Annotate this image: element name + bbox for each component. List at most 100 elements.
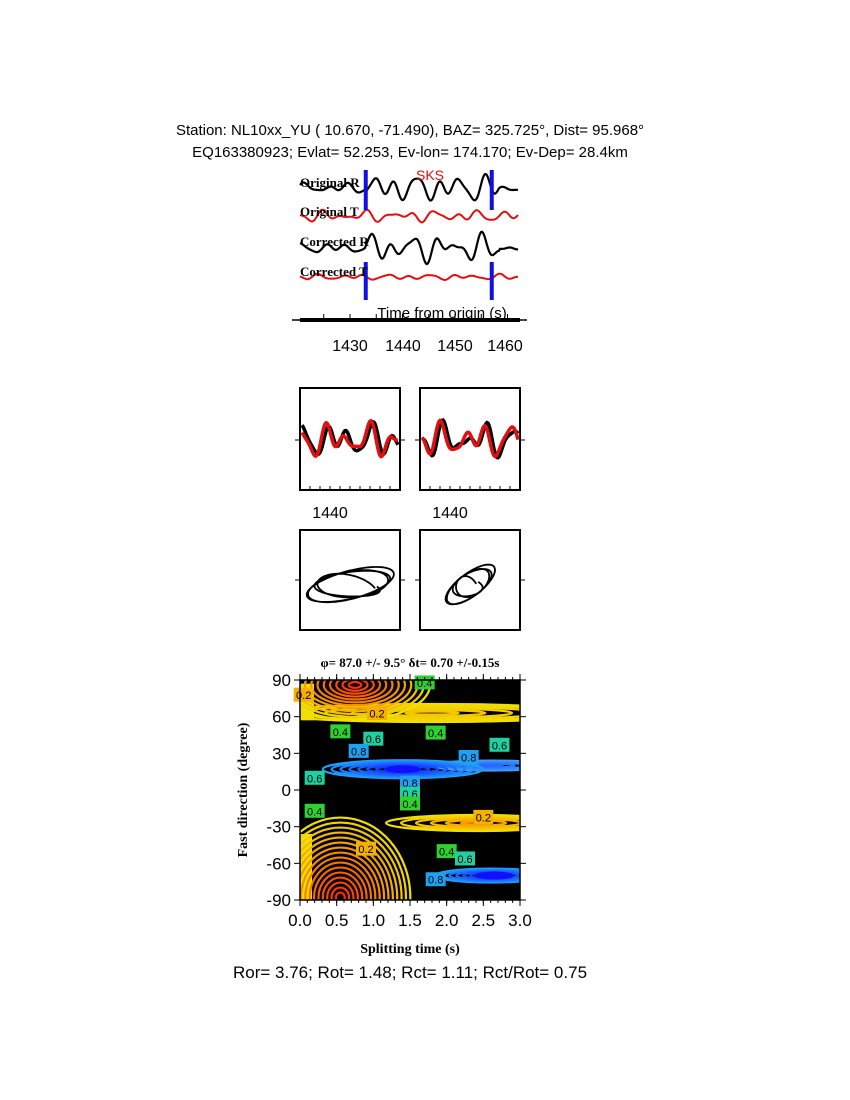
phase-label: SKS [416,167,444,183]
contour-label-text: 0.6 [457,854,472,866]
contour-line [326,881,355,900]
waveform-comparison-panels [295,387,525,491]
contour-label: 0.8 [458,750,479,765]
particle-motion-panels [295,529,525,631]
trace-label: Original T [300,204,359,219]
contour-label-box [304,770,325,785]
corrected-r-trace [299,230,519,266]
x-tick-label: 2.5 [472,911,496,930]
contour-line [300,821,408,900]
contour-line [477,763,504,768]
contour-line [303,680,407,710]
contour-line [335,680,375,695]
contour-line [300,831,399,900]
contour-label: 0.4 [436,844,457,859]
x-tick-label: 1.5 [398,911,422,930]
y-tick-label: 0 [282,781,291,800]
contour-label: 0.2 [473,809,494,824]
contour-label-box [436,844,457,859]
contour-line [310,680,400,707]
contour-label-text: 0.6 [366,734,381,746]
contour-line [328,680,382,698]
transverse-waveform [300,418,399,459]
contour-line [300,841,390,900]
contour-label: 0.6 [363,731,384,746]
contour-line [300,836,394,900]
contour-label-box [425,725,446,740]
contour-label: 0.2 [356,841,376,856]
header-line1: Station: NL10xx_YU ( 10.670, -71.490), B… [176,122,644,139]
footer-stats: Ror= 3.76; Rot= 1.48; Rct= 1.11; Rct/Rot… [233,963,587,982]
particle-motion-trace [444,563,496,606]
contour-line [317,871,364,900]
contour-title: φ= 87.0 +/- 9.5° δt= 0.70 +/-0.15s [321,655,500,670]
y-axis-label: Fast direction (degree) [236,722,251,857]
trace-label: Corrected T [300,264,368,279]
contour-label-box [400,775,420,790]
contour-label-text: 0.4 [428,728,443,740]
contour-label-text: 0.6 [492,740,507,752]
contour-label-text: 0.2 [476,812,491,824]
contour-label-text: 0.4 [417,678,432,690]
y-tick-label: 60 [272,708,291,727]
contour-label-text: 0.4 [307,806,322,818]
contour-line [300,816,412,900]
particle-motion-trace [305,566,395,604]
contour-label-box [489,737,510,752]
contour-line [404,710,460,716]
contour-layer [300,680,520,900]
contour-line [330,886,351,900]
contour-label-text: 0.4 [333,727,348,739]
particle-motion-box [299,529,401,631]
contour-label-box [414,675,435,690]
contour-label: 0.8 [425,872,446,887]
contour-label-box [425,872,446,887]
energy-contour-plot: 0.20.40.20.40.60.40.60.80.80.6 0.80.60.40… [266,671,532,930]
contour-line [321,876,359,900]
contour-label: 0.4 [400,796,420,811]
contour-label-box [400,796,420,811]
contour-line [347,680,363,689]
x-tick-label: 1440 [312,505,348,522]
y-tick-label: 90 [272,671,291,690]
contour-label-text: 0.8 [461,753,476,765]
contour-line [300,826,403,900]
contour-label-box [356,841,376,856]
y-tick-label: -90 [266,891,291,910]
original-t-trace [299,208,519,224]
x-tick-label: 3.0 [508,911,532,930]
contour-label: 0.4 [330,724,351,739]
x-tick-label: 0.5 [325,911,349,930]
minimum-energy-region [474,871,515,880]
contour-label-box [330,724,351,739]
contour-line [300,846,386,900]
contour-label: 0.2 [293,687,314,702]
contour-label: 0.6 [304,770,325,785]
transverse-waveform [420,418,520,459]
y-tick-label: -60 [266,854,291,873]
contour-label-box [293,687,314,702]
x-tick-label: 1460 [487,338,523,355]
contour-line [300,702,520,724]
contour-line [312,866,368,900]
contour-label-text: 0.8 [428,875,443,887]
contour-label: 0.4 [304,803,325,818]
contour-line [322,680,388,701]
minimum-energy-region [384,765,421,774]
contour-label-box [455,851,475,866]
contour-line [308,861,373,900]
contour-label-text: 0.8 [351,746,366,758]
contour-line [304,856,377,900]
header-line2: EQ163380923; Evlat= 52.253, Ev-lon= 174.… [192,144,628,161]
contour-label-box [458,750,479,764]
contour-line [300,680,413,713]
contour-label-text: 0.4 [439,847,454,859]
contour-label-box [473,809,494,824]
contour-label-text: 0.2 [369,709,384,721]
y-tick-label: 30 [272,744,291,763]
x-tick-label: 0.0 [288,911,312,930]
contour-label: 0.4 [414,675,435,690]
x-axis-label: Splitting time (s) [360,942,460,957]
contour-line [316,680,394,704]
